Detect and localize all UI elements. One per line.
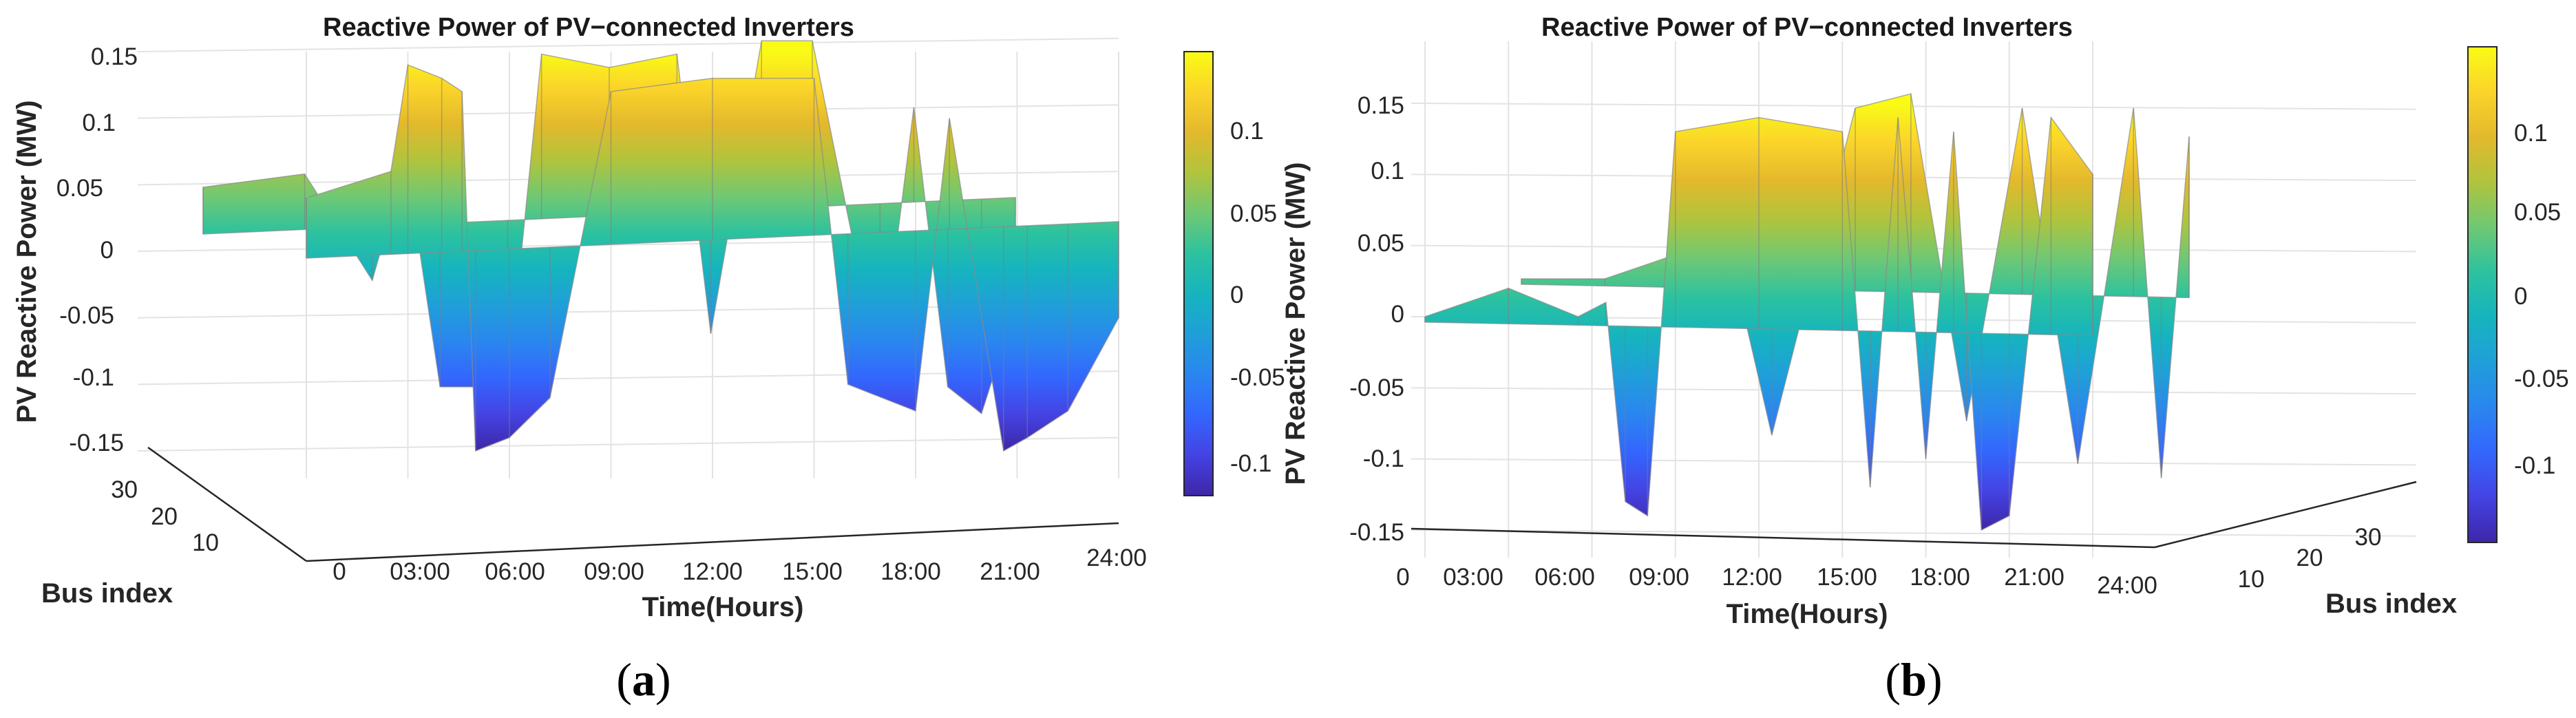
panel-b-time-tick: 12:00 [1722,564,1782,591]
panel-a-bus-tick: 10 [192,529,219,556]
panel-a-time-tick: 09:00 [584,558,644,585]
panel-a-time-ticks: 0 03:00 06:00 09:00 12:00 15:00 18:00 21… [332,545,1147,585]
panel-b-time-tick: 0 [1396,564,1409,591]
panel-a-colorbar-tick: 0.05 [1230,200,1277,227]
panel-b-bus-tick: 10 [2238,566,2265,593]
panel-b-z-tick: -0.1 [1363,445,1404,472]
panel-b-bus-tick: 30 [2355,524,2382,551]
panel-b-chart-title: Reactive Power of PV−connected Inverters [1541,13,2073,42]
panel-b-z-tick: 0.15 [1358,92,1404,119]
panel-a-z-tick: -0.05 [59,302,114,329]
panel-b-axis-lines [1411,481,2417,549]
panel-b-z-tick: 0.1 [1371,158,1404,184]
panel-a-colorbar-tick: 0 [1230,282,1243,308]
grid-line-z [1411,387,2417,395]
panel-b-colorbar-tick: -0.05 [2514,366,2569,392]
panel-a-chart-title: Reactive Power of PV−connected Inverters [323,13,854,42]
panel-a-z-ticks: 0.15 0.1 0.05 0 -0.05 -0.1 -0.15 [56,43,138,456]
panel-b-colorbar-bar [2467,46,2498,543]
panel-b-z-tick: -0.15 [1349,519,1404,546]
panel-a-caption: (a) [616,653,671,706]
panel-b-time-axis-label: Time(Hours) [1727,599,1888,629]
panel-a-colorbar: 0.1 0.05 0 -0.05 -0.1 [1183,51,1285,496]
panel-a-z-axis-label: PV Reactive Power (MW) [12,100,42,423]
panel-a-z-tick: 0 [101,237,114,264]
panel-b-time-axis-line [1411,527,2155,549]
grid-line-z [1411,458,2417,466]
panel-a-bus-ticks: 30 20 10 [111,476,219,556]
panel-b-z-ticks: 0.15 0.1 0.05 0 -0.05 -0.1 -0.15 [1349,92,1404,546]
panel-a-colorbar-tick: -0.05 [1230,364,1285,391]
panel-a-bus-axis-line [147,446,307,562]
panel-b-bus-axis-line [2154,481,2417,549]
panel-a-bus-axis-label: Bus index [41,578,173,609]
panel-b-colorbar: 0.1 0.05 0 -0.05 -0.1 [2467,46,2569,543]
panel-b-time-ticks: 0 03:00 06:00 09:00 12:00 15:00 18:00 21… [1396,564,2157,599]
panel-a-time-tick: 21:00 [980,558,1040,585]
panel-b-colorbar-tick: -0.1 [2514,452,2555,479]
panel-a-z-tick: 0.15 [91,43,138,70]
panel-b-colorbar-tick: 0.1 [2514,120,2548,147]
grid-line-z [1411,103,2417,110]
panel-b-time-tick: 03:00 [1443,564,1503,591]
panel-a-colorbar-bar [1183,51,1214,496]
panel-a-time-tick: 18:00 [880,558,941,585]
panel-b-bus-ticks: 10 20 30 [2238,524,2382,593]
panel-b-bus-tick: 20 [2297,545,2323,571]
panel-a-time-tick: 15:00 [782,558,843,585]
panel-a-time-tick: 03:00 [390,558,450,585]
panel-b-caption: (b) [1885,653,1942,706]
panel-a-z-tick: 0.05 [56,175,103,202]
panel-a-time-tick: 06:00 [485,558,545,585]
panel-b-time-tick: 18:00 [1910,564,1970,591]
panel-b-z-axis-label: PV Reactive Power (MW) [1280,162,1311,485]
panel-b-time-tick: 15:00 [1817,564,1877,591]
panel-b-time-tick: 06:00 [1534,564,1595,591]
panel-a-colorbar-tick: -0.1 [1230,450,1271,477]
panel-a-axis-lines [147,446,1119,562]
panel-b-z-tick: 0 [1391,301,1404,328]
panel-a-z-tick: -0.15 [69,430,124,456]
panel-a-time-axis-line [306,522,1119,562]
panel-a-colorbar-tick: 0.1 [1230,118,1264,145]
panel-a-time-axis-label: Time(Hours) [642,592,804,622]
panel-a-surface [202,40,1119,452]
panel-b-z-tick: -0.05 [1349,374,1404,401]
grid-line-z [137,37,1119,52]
panel-b-surface [1424,93,2190,531]
panel-b-colorbar-tick: 0 [2514,283,2527,310]
panel-a-z-tick: -0.1 [73,364,114,391]
panel-a-z-tick: 0.1 [82,109,116,136]
grid-line-z [1411,529,2417,537]
panel-a-time-tick: 12:00 [682,558,743,585]
panel-a-bus-tick: 30 [111,476,138,503]
panel-b-time-tick: 21:00 [2004,564,2065,591]
grid-line-z [137,436,1119,452]
panel-a-time-tick: 0 [332,558,346,585]
panel-a-time-tick: 24:00 [1086,545,1147,571]
panel-b-z-tick: 0.05 [1358,230,1404,257]
panel-b-time-tick: 24:00 [2097,572,2157,599]
panel-a: Reactive Power of PV−connected Inverters… [12,13,1285,706]
panel-b-grid [1411,41,2417,558]
panel-b-time-tick: 09:00 [1629,564,1689,591]
panel-b-bus-axis-label: Bus index [2325,589,2457,619]
panel-b-colorbar-tick: 0.05 [2514,199,2561,226]
panel-b: Reactive Power of PV−connected Inverters… [1280,13,2569,706]
panel-a-bus-tick: 20 [151,503,178,530]
